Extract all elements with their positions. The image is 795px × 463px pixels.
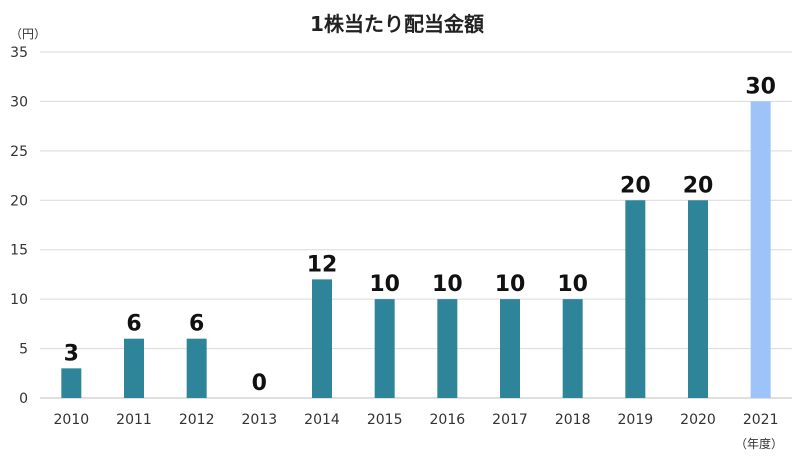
data-label-2020: 20: [683, 173, 714, 198]
y-axis-ticks: 0 5 10 15 20 25 30 35: [10, 45, 28, 407]
bar-2021: [750, 101, 771, 398]
x-tick-label-2018: 2018: [555, 412, 591, 428]
data-label-2017: 10: [495, 272, 526, 297]
bar-2016: [437, 299, 458, 398]
bar-2019: [625, 200, 646, 398]
x-tick-label-2021: 2021: [743, 412, 779, 428]
y-tick-label-0: 0: [19, 391, 28, 407]
bar-2018: [562, 299, 583, 398]
bar-2015: [374, 299, 395, 398]
chart-title: 1株当たり配当金額: [310, 12, 484, 36]
x-tick-label-2012: 2012: [179, 412, 215, 428]
x-axis-unit-label: （年度）: [735, 436, 783, 451]
x-tick-label-2016: 2016: [430, 412, 466, 428]
data-label-2014: 12: [307, 252, 338, 277]
y-tick-label-35: 35: [10, 45, 28, 61]
bar-2014: [312, 279, 332, 398]
y-tick-label-25: 25: [10, 144, 28, 160]
data-label-2013: 0: [252, 371, 267, 396]
data-label-2021: 30: [745, 74, 776, 99]
bar-2010: [61, 368, 82, 398]
x-tick-label-2015: 2015: [367, 412, 403, 428]
y-tick-label-10: 10: [10, 292, 28, 308]
bar-2011: [124, 338, 144, 398]
data-label-2012: 6: [189, 312, 204, 337]
x-axis-ticks: 2010 2011 2012 2013 2014 2015 2016 2017 2018 2019…: [54, 412, 779, 428]
y-tick-label-30: 30: [10, 94, 28, 110]
bar-2012: [186, 338, 207, 398]
y-axis-unit-label: （円）: [10, 27, 46, 41]
data-label-2016: 10: [432, 272, 463, 297]
y-tick-label-15: 15: [10, 243, 28, 259]
y-tick-label-5: 5: [19, 342, 28, 358]
bars: [61, 101, 771, 398]
data-label-2011: 6: [126, 312, 141, 337]
data-label-2015: 10: [369, 272, 400, 297]
x-tick-label-2010: 2010: [54, 412, 90, 428]
x-tick-label-2019: 2019: [618, 412, 654, 428]
y-tick-label-20: 20: [10, 193, 28, 209]
x-tick-label-2017: 2017: [492, 412, 528, 428]
gridlines: [40, 51, 792, 399]
x-tick-label-2013: 2013: [242, 412, 278, 428]
x-tick-label-2020: 2020: [680, 412, 716, 428]
bar-2017: [500, 299, 520, 398]
x-tick-label-2014: 2014: [304, 412, 340, 428]
data-label-2018: 10: [557, 272, 588, 297]
data-label-2019: 20: [620, 173, 651, 198]
x-tick-label-2011: 2011: [116, 412, 152, 428]
bar-2020: [688, 200, 708, 398]
data-label-2010: 3: [64, 341, 79, 366]
data-labels: 3 6 6 0 12 10 10 10 10 20 20 30: [64, 74, 776, 396]
